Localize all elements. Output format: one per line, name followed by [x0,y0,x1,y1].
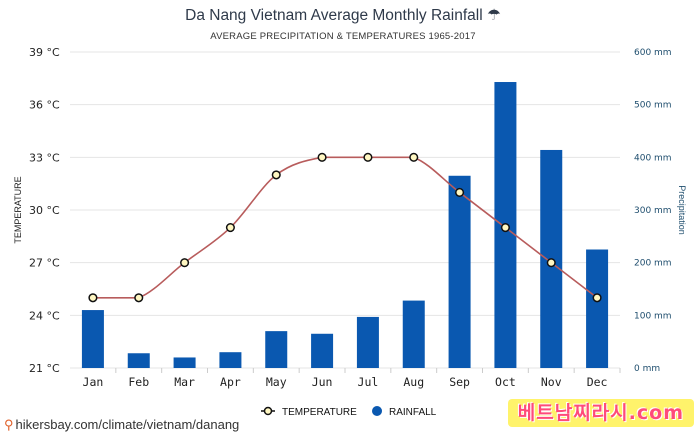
x-tick-label: Sep [449,375,470,389]
left-axis-ticks: 21 °C 24 °C 27 °C 30 °C 33 °C 36 °C 39 °C [29,46,60,375]
right-tick-label: 300 mm [634,206,672,216]
left-tick-label: 33 °C [29,151,60,164]
gridlines [70,51,621,373]
legend-temperature[interactable]: TEMPERATURE [261,406,357,418]
temperature-point[interactable] [271,170,281,180]
temperature-point[interactable] [134,293,144,303]
legend-rainfall[interactable]: RAINFALL [372,406,437,418]
rainfall-bar[interactable] [81,310,104,368]
temperature-point[interactable] [88,293,98,303]
left-axis-title: TEMPERATURE [13,176,23,243]
left-tick-label: 36 °C [29,99,60,112]
watermark: 베트남찌라시.com [507,399,694,427]
right-axis-title: Precipitation [677,185,687,235]
temperature-line-group [88,152,602,303]
temperature-point[interactable] [409,152,419,162]
temperature-point[interactable] [225,223,235,233]
x-axis-ticks: Jan Feb Mar Apr May Jun Jul Aug Sep Oct Nov Dec [83,375,608,389]
left-tick-label: 27 °C [29,257,60,270]
rainfall-bar[interactable] [356,316,379,368]
left-tick-label: 39 °C [29,46,60,59]
temperature-point[interactable] [455,187,465,197]
x-tick-label: Jul [358,375,379,389]
legend[interactable]: TEMPERATURE RAINFALL [261,406,437,418]
temperature-point[interactable] [317,152,327,162]
rainfall-bar[interactable] [219,352,242,368]
temperature-point[interactable] [363,152,373,162]
right-tick-label: 0 mm [634,364,660,374]
location-pin-icon: ⚲ [4,417,14,432]
right-tick-label: 100 mm [634,311,672,321]
temperature-point[interactable] [180,258,190,268]
temperature-point[interactable] [500,223,510,233]
temperature-line [92,156,598,299]
x-tick-label: Dec [587,375,608,389]
rainfall-bar[interactable] [173,357,196,368]
x-tick-label: Oct [495,375,516,389]
temperature-point[interactable] [592,293,602,303]
rainfall-bar[interactable] [127,353,150,368]
x-tick-label: Mar [174,375,195,389]
right-tick-label: 200 mm [634,259,672,269]
left-tick-label: 30 °C [29,204,60,217]
x-tick-label: Feb [128,375,149,389]
x-tick-label: Nov [541,375,562,389]
rainfall-bar[interactable] [448,175,471,368]
x-tick-label: Apr [220,375,241,389]
x-tick-label: May [266,375,287,389]
legend-rainfall-marker [372,406,382,416]
rainfall-bar[interactable] [265,331,288,368]
left-tick-label: 21 °C [29,362,60,375]
left-tick-label: 24 °C [29,309,60,322]
right-tick-label: 500 mm [634,101,672,111]
x-tick-label: Jan [83,375,104,389]
x-tick-label: Jun [312,375,333,389]
right-tick-label: 600 mm [634,48,672,58]
legend-temperature-marker [263,406,273,416]
rainfall-bar[interactable] [311,333,334,368]
chart-subtitle: AVERAGE PRECIPITATION & TEMPERATURES 196… [210,31,475,42]
legend-rainfall-label: RAINFALL [389,407,437,418]
chart-title: Da Nang Vietnam Average Monthly Rainfall… [185,7,501,24]
right-tick-label: 400 mm [634,153,672,163]
x-tick-label: Aug [403,375,424,389]
legend-temperature-label: TEMPERATURE [282,407,357,418]
right-axis-ticks: 0 mm 100 mm 200 mm 300 mm 400 mm 500 mm 600 mm [634,48,672,374]
source-link-text: hikersbay.com/climate/vietnam/danang [15,417,240,432]
rainfall-bars [81,82,609,369]
rainfall-bar[interactable] [586,249,609,369]
source-link[interactable]: ⚲ hikersbay.com/climate/vietnam/danang [4,417,239,433]
temperature-point[interactable] [546,258,556,268]
rainfall-bar[interactable] [402,300,425,368]
